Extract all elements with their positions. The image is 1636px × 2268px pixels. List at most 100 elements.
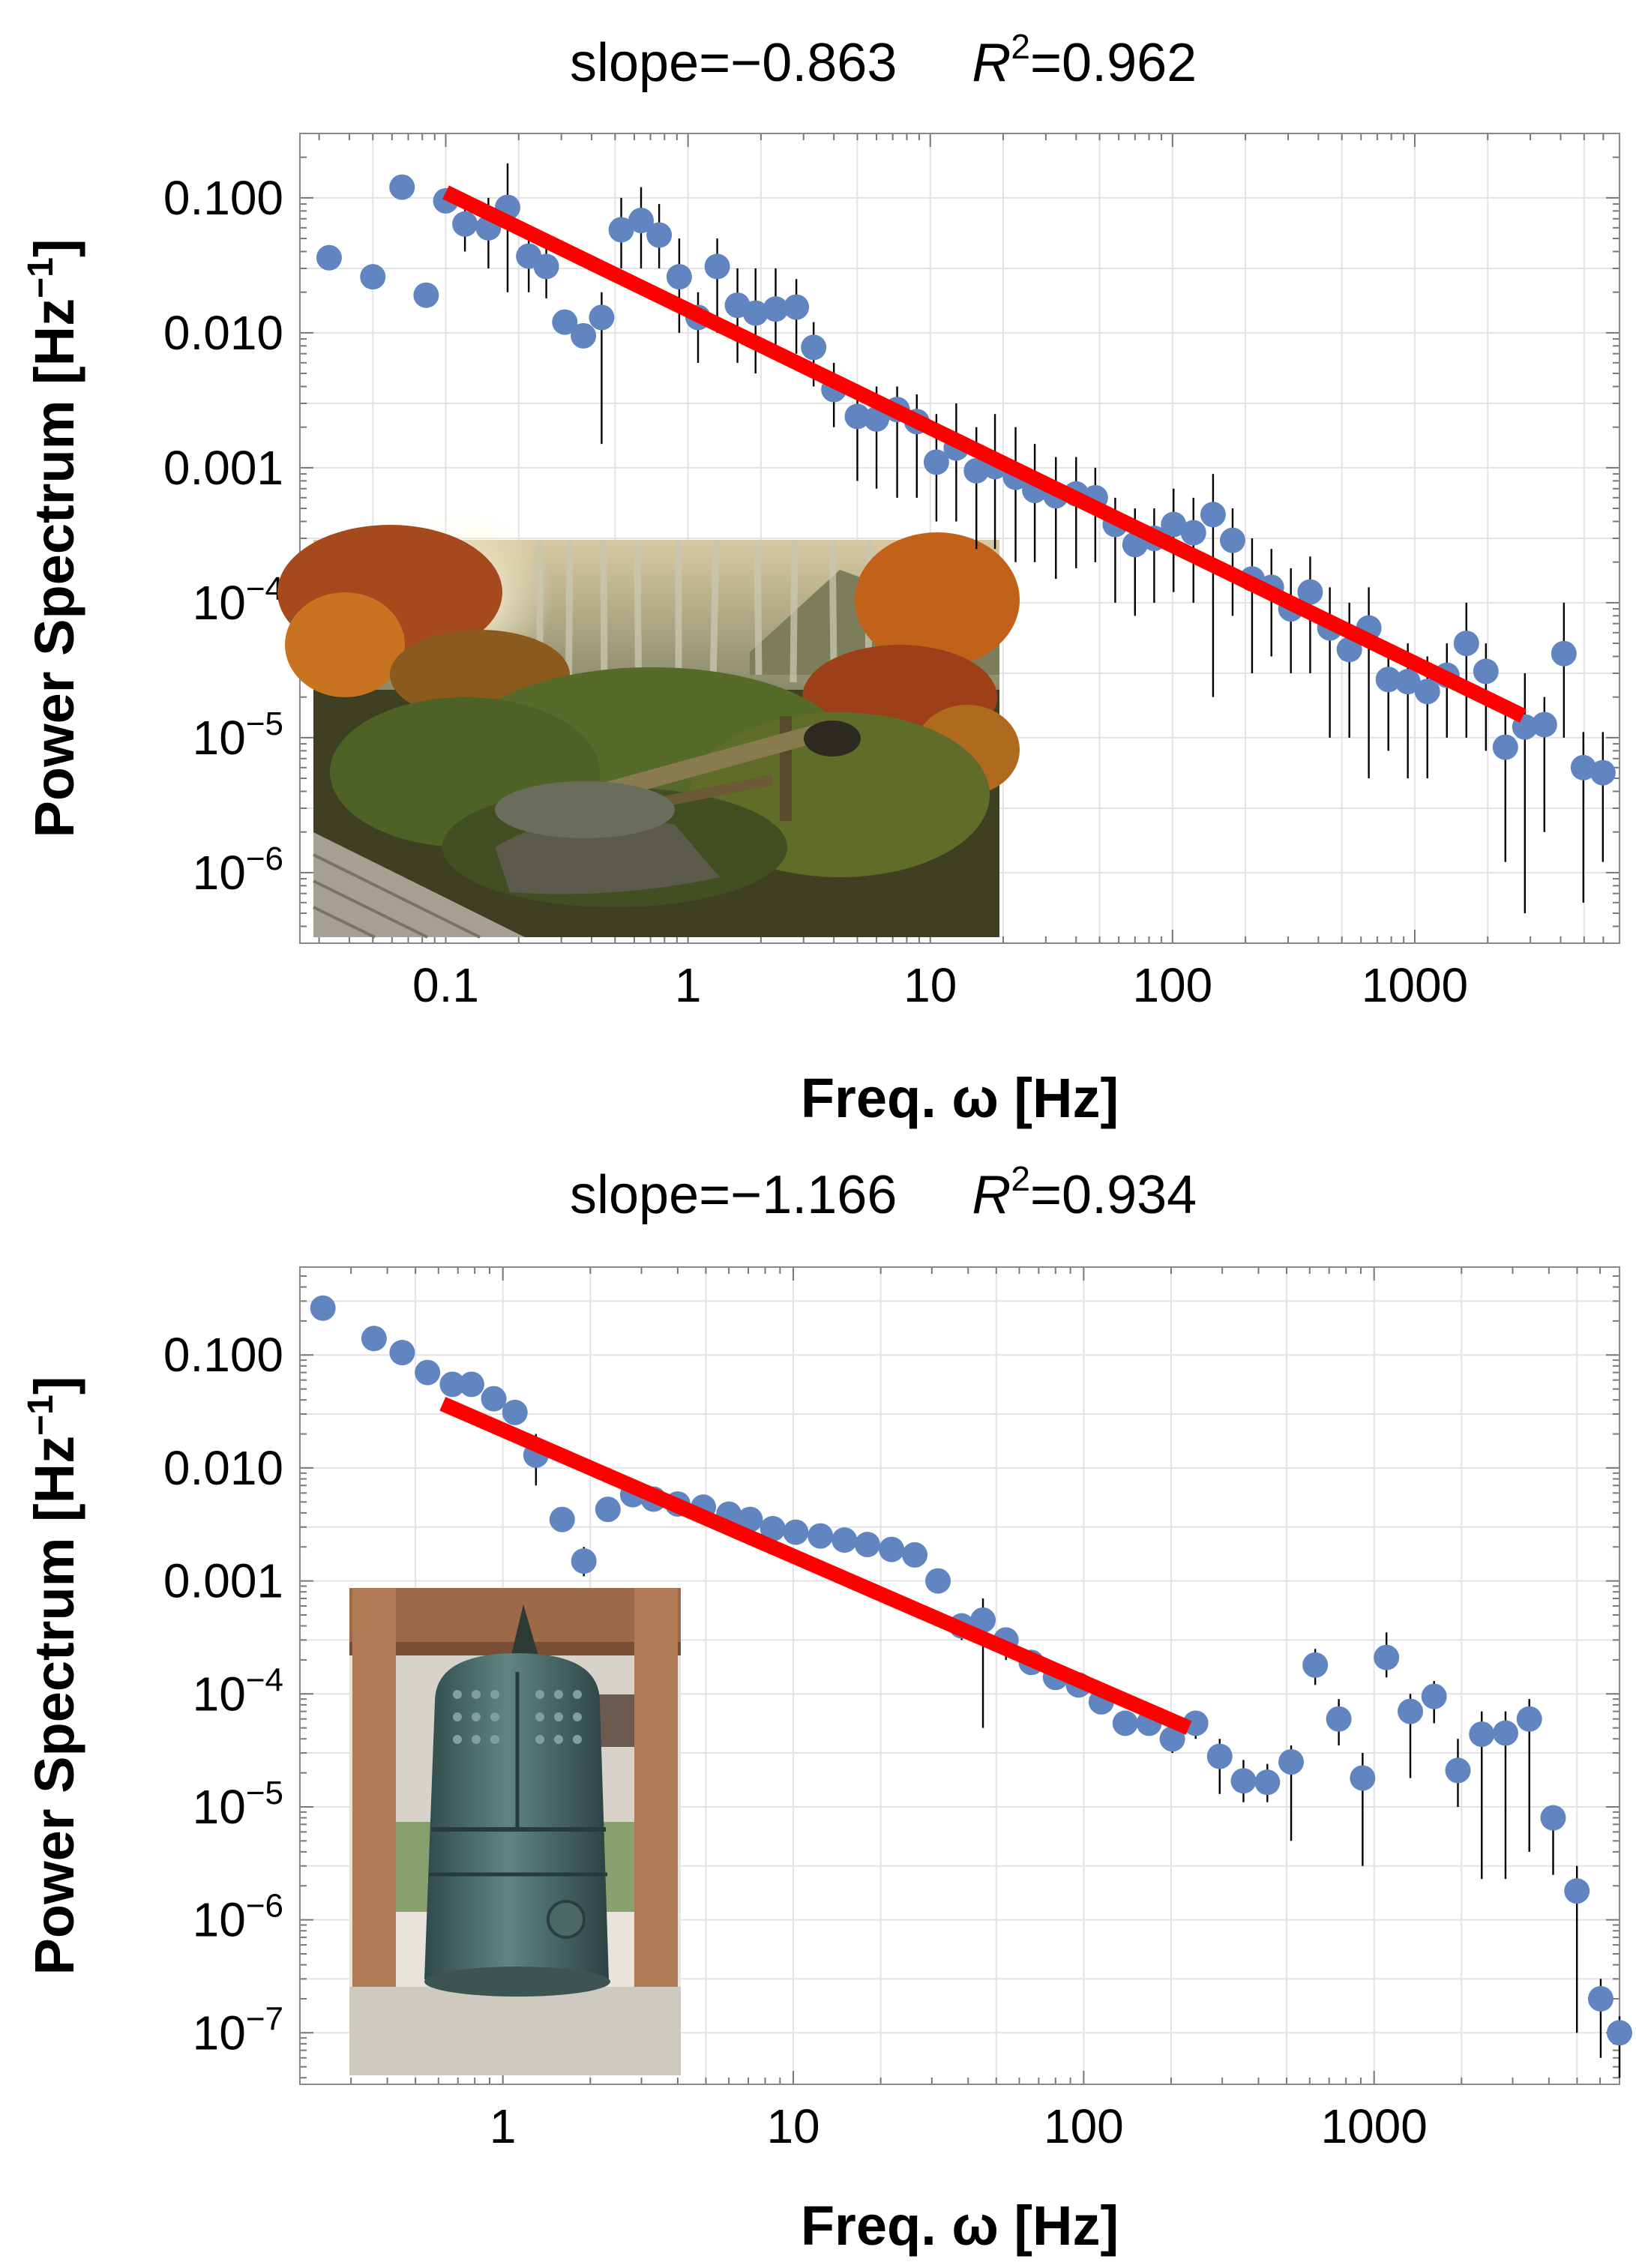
data-point	[361, 1326, 387, 1352]
y-tick-label: 0.010	[163, 1441, 283, 1495]
chart-1-fit-line	[442, 185, 1527, 723]
y-tick-label: 10−5	[193, 706, 283, 765]
data-point	[763, 296, 789, 322]
data-point	[1445, 1757, 1471, 1784]
x-tick-label: 0.1	[412, 958, 479, 1012]
y-tick-label: 0.010	[163, 306, 283, 360]
x-tick-label: 100	[1132, 958, 1212, 1012]
data-point	[704, 253, 730, 280]
x-tick-label: 1000	[1362, 958, 1468, 1012]
chart-top: slope=−0.863 R2=0.962 0.100 0.010 0.001 10−4…	[21, 27, 1620, 1129]
data-point	[1421, 1683, 1447, 1709]
data-point	[925, 1568, 951, 1594]
data-point	[1587, 1985, 1614, 2012]
data-point	[415, 1359, 441, 1386]
data-point	[1414, 679, 1440, 705]
y-tick-label: 0.001	[163, 441, 283, 495]
data-point	[589, 304, 615, 331]
chart-2-y-tick-labels: 0.100 0.010 0.001 10−4 10−5 10−6 10−7	[163, 1328, 283, 2060]
y-tick-label: 10−4	[193, 571, 283, 630]
data-point	[1182, 1710, 1209, 1736]
data-point	[1398, 1698, 1424, 1724]
data-point	[1297, 579, 1323, 605]
chart-1-x-axis-label: Freq. ω [Hz]	[801, 1067, 1119, 1129]
data-point	[595, 1497, 621, 1523]
data-point	[1374, 1644, 1400, 1670]
data-point	[360, 264, 386, 290]
data-point	[389, 174, 415, 200]
data-point	[1551, 640, 1577, 667]
data-point	[1206, 1743, 1233, 1769]
data-point	[1159, 1726, 1185, 1752]
data-point	[452, 211, 478, 237]
data-point	[1590, 759, 1616, 786]
data-point	[737, 1506, 763, 1532]
data-point	[549, 1506, 575, 1532]
data-point	[831, 1527, 858, 1553]
chart-1-x-tick-labels: 0.1 1 10 100 1000	[412, 958, 1468, 1012]
data-point	[666, 264, 692, 290]
chart-bottom: slope=−1.166 R2=0.934 0.100 0.010 0.001 10−4…	[21, 1159, 1632, 2257]
data-point	[481, 1386, 507, 1412]
data-point	[1492, 1720, 1518, 1746]
data-point	[1492, 734, 1518, 760]
x-tick-label: 1	[490, 2099, 517, 2153]
data-point	[1161, 511, 1187, 538]
chart-2-y-axis-label: Power Spectrum [Hz−1]	[21, 1377, 85, 1976]
y-tick-label: 10−5	[193, 1775, 283, 1834]
data-point	[1375, 667, 1401, 693]
data-point	[844, 403, 870, 430]
data-point	[1607, 2020, 1632, 2046]
data-point	[1219, 527, 1245, 553]
data-point	[533, 253, 559, 280]
data-point	[808, 1523, 834, 1549]
chart-2-data-points	[310, 1295, 1632, 2046]
data-point	[413, 282, 439, 308]
y-tick-label: 0.100	[163, 1328, 283, 1382]
data-point	[1395, 669, 1421, 695]
data-point	[1112, 1710, 1138, 1736]
y-tick-label: 10−6	[193, 1888, 283, 1947]
data-point	[879, 1536, 905, 1562]
data-point	[970, 1607, 996, 1633]
chart-2-title: slope=−1.166 R2=0.934	[570, 1159, 1197, 1225]
temple-bell-photo-inset	[349, 1588, 681, 2075]
data-point	[458, 1371, 484, 1398]
y-tick-label: 10−6	[193, 840, 283, 900]
data-point	[760, 1515, 786, 1541]
x-tick-label: 1	[675, 958, 702, 1012]
data-point	[628, 208, 655, 234]
chart-1-y-axis-label: Power Spectrum [Hz−1]	[21, 239, 85, 838]
data-point	[1540, 1805, 1566, 1831]
chart-1-title: slope=−0.863 R2=0.962	[570, 27, 1197, 93]
data-point	[1254, 1769, 1281, 1796]
y-tick-label: 0.001	[163, 1554, 283, 1608]
x-tick-label: 1000	[1320, 2099, 1427, 2153]
data-point	[646, 222, 673, 248]
data-point	[923, 449, 949, 475]
data-point	[1350, 1765, 1376, 1791]
data-point	[1200, 502, 1226, 528]
data-point	[439, 1371, 466, 1398]
data-point	[783, 1519, 809, 1545]
data-point	[571, 1548, 597, 1574]
data-point	[854, 1532, 880, 1558]
data-point	[742, 300, 769, 326]
chart-2-x-tick-labels: 1 10 100 1000	[490, 2099, 1428, 2153]
chart-2-plot-frame	[299, 1266, 1620, 2085]
garden-photo-inset	[277, 510, 1020, 939]
data-point	[608, 217, 634, 243]
y-tick-label: 10−7	[193, 2000, 283, 2060]
data-point	[902, 1541, 928, 1568]
data-point	[1469, 1721, 1495, 1747]
y-tick-label: 10−4	[193, 1661, 283, 1721]
data-point	[784, 294, 810, 320]
x-tick-label: 10	[903, 958, 957, 1012]
data-point	[1453, 631, 1479, 657]
chart-1-y-tick-labels: 0.100 0.010 0.001 10−4 10−5 10−6	[163, 171, 283, 900]
chart-2-error-bars	[535, 1434, 1621, 2078]
data-point	[1278, 1748, 1305, 1775]
data-point	[1336, 637, 1362, 663]
data-point	[316, 244, 342, 271]
